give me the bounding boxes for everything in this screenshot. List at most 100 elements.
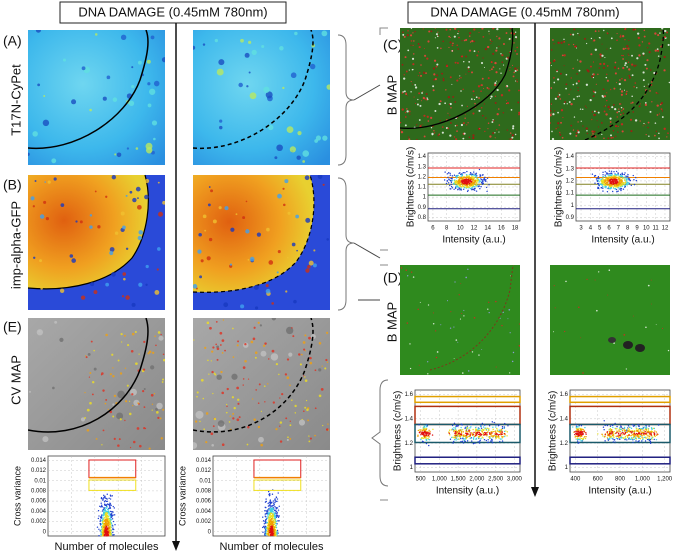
texture-dot (420, 64, 422, 66)
texture-dot (428, 304, 429, 305)
texture-dot (586, 127, 588, 129)
cloud-dot (99, 530, 100, 531)
texture-dot (422, 91, 423, 92)
cloud-dot (449, 434, 450, 435)
cloud-dot (616, 428, 617, 429)
texture-dot (511, 137, 513, 139)
texture-dot (302, 419, 303, 420)
y-axis-label: Cross variance (12, 466, 22, 526)
texture-dot (651, 280, 652, 281)
texture-dot (487, 128, 488, 129)
texture-dot (319, 342, 322, 345)
texture-dot (616, 112, 618, 114)
plot-area (576, 153, 670, 221)
cloud-dot (106, 506, 107, 507)
texture-dot (449, 115, 450, 116)
cloud-dot (612, 434, 613, 435)
texture-dot (87, 429, 90, 432)
texture-dot (459, 78, 460, 79)
texture-dot (119, 438, 121, 440)
texture-dot (481, 27, 483, 29)
texture-dot (449, 104, 450, 105)
texture-dot (449, 29, 451, 31)
cloud-dot (98, 515, 99, 516)
texture-dot (463, 315, 464, 316)
texture-dot (445, 89, 446, 90)
cloud-dot (110, 515, 111, 516)
texture-dot (587, 133, 588, 134)
texture-dot (264, 385, 266, 387)
texture-dot (122, 272, 126, 276)
texture-dot (410, 368, 411, 369)
texture-dot (487, 46, 489, 48)
cloud-dot (585, 432, 586, 433)
texture-dot (424, 135, 426, 137)
texture-dot (471, 40, 473, 42)
texture-dot (287, 126, 294, 133)
cloud-dot (632, 424, 633, 425)
texture-dot (457, 62, 459, 64)
texture-dot (88, 353, 91, 356)
texture-dot (507, 57, 509, 59)
texture-dot (513, 42, 514, 43)
cloud-dot (452, 442, 453, 443)
cloud-dot (480, 438, 481, 439)
texture-dot (255, 351, 258, 354)
x-tick-label: 2,500 (488, 477, 504, 483)
texture-dot (402, 31, 404, 33)
texture-dot (482, 57, 483, 58)
cloud-dot (616, 436, 617, 437)
texture-dot (622, 55, 623, 56)
cloud-dot (452, 187, 453, 188)
texture-dot (277, 194, 282, 199)
cloud-dot (602, 190, 603, 191)
x-tick-label: 8 (445, 226, 449, 232)
cloud-dot (603, 176, 604, 177)
texture-dot (491, 121, 493, 123)
cloud-dot (620, 190, 621, 191)
cloud-dot (618, 430, 619, 431)
cloud-dot (654, 433, 655, 434)
cloud-dot (658, 424, 659, 425)
texture-dot (590, 53, 592, 55)
texture-dot (295, 215, 299, 219)
texture-dot (468, 71, 470, 73)
texture-dot (222, 443, 225, 446)
texture-dot (443, 78, 444, 79)
cloud-dot (452, 425, 453, 426)
texture-dot (457, 48, 459, 50)
texture-dot (153, 138, 156, 141)
cloud-dot (269, 493, 270, 494)
cloud-dot (467, 440, 468, 441)
cloud-dot (489, 425, 490, 426)
cloud-dot (451, 186, 452, 187)
texture-dot (570, 34, 572, 36)
texture-dot (513, 72, 515, 74)
texture-dot (444, 102, 446, 104)
cloud-dot (616, 191, 617, 192)
cloud-dot (276, 497, 277, 498)
cloud-dot (501, 438, 502, 439)
texture-dot (132, 198, 136, 202)
micrograph (550, 28, 670, 140)
texture-dot (39, 259, 42, 262)
texture-dot (122, 295, 124, 297)
texture-dot (628, 40, 629, 41)
cloud-dot (504, 433, 505, 434)
texture-dot (618, 68, 620, 70)
texture-dot (586, 43, 587, 44)
texture-dot (623, 334, 625, 336)
texture-dot (405, 124, 407, 126)
texture-dot (513, 75, 515, 77)
texture-dot (226, 412, 228, 414)
texture-dot (500, 53, 501, 54)
texture-dot (609, 109, 610, 110)
texture-dot (616, 82, 617, 83)
texture-dot (230, 228, 234, 232)
texture-dot (210, 432, 213, 435)
texture-dot (405, 269, 407, 271)
texture-dot (199, 421, 201, 423)
cloud-dot (492, 442, 493, 443)
texture-dot (404, 90, 406, 92)
cloud-dot (610, 181, 611, 182)
